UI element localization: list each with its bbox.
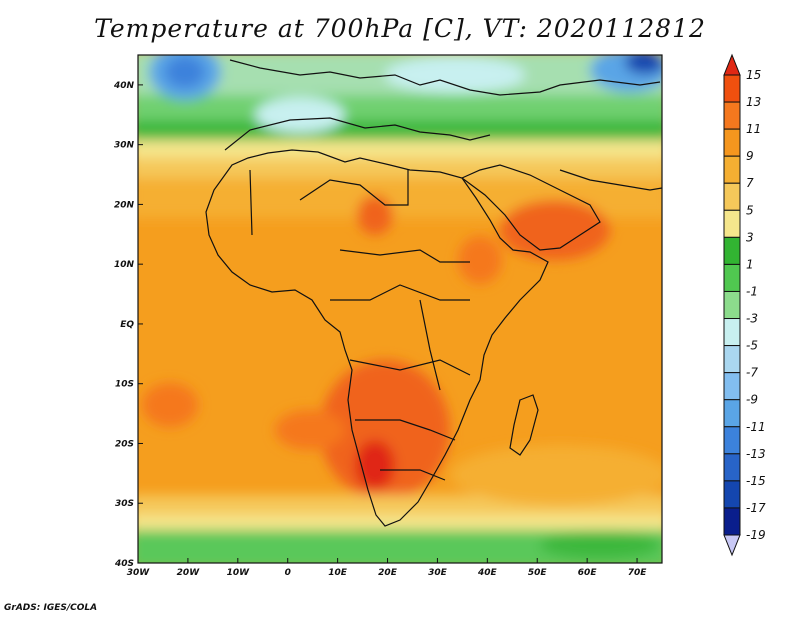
lon-tick-label: 20E xyxy=(378,568,398,578)
lon-tick-label: 20W xyxy=(177,568,201,578)
map-title: Temperature at 700hPa [C], VT: 202011281… xyxy=(94,14,706,43)
lon-tick-label: 40E xyxy=(477,568,498,578)
colorbar-label: -9 xyxy=(746,393,758,407)
colorbar-swatch xyxy=(723,101,741,130)
colorbar-swatch xyxy=(723,345,741,374)
colorbar-legend: 15 13 11 9 7 5 3 1 -1 -3 -5 -7 -9 -11 -13 -15 -17 -19 xyxy=(723,53,766,557)
map-frame: 30W 20W 10W 0 10E 20E 30E 40E 50E 60E 70E 40N 30N 20… xyxy=(113,54,663,578)
colorbar-label: -5 xyxy=(746,339,758,353)
lon-tick-label: 30W xyxy=(127,568,151,578)
colorbar-label: -13 xyxy=(746,447,766,461)
lat-tick-label: 20S xyxy=(115,439,134,449)
colorbar-label: 9 xyxy=(746,149,754,163)
coastlines xyxy=(205,59,662,527)
colorbar-label: -3 xyxy=(746,312,758,326)
colorbar-swatch xyxy=(723,453,741,482)
colorbar-swatch xyxy=(723,372,741,401)
colorbar-swatch xyxy=(723,426,741,455)
colorbar-label: 13 xyxy=(746,95,761,109)
colorbar-swatch xyxy=(723,128,741,157)
lat-tick-label: 30N xyxy=(114,141,135,151)
colorbar-label: -19 xyxy=(746,528,766,542)
footer-credit: GrADS: IGES/COLA xyxy=(4,603,98,613)
colorbar-label: 1 xyxy=(746,257,754,271)
lon-tick-label: 50E xyxy=(528,568,548,578)
colorbar-label: 11 xyxy=(746,122,761,136)
colorbar-swatch xyxy=(723,74,741,103)
colorbar-swatch xyxy=(723,155,741,184)
colorbar-label: -1 xyxy=(746,284,758,298)
lat-tick-label: EQ xyxy=(120,320,134,330)
lon-tick-label: 0 xyxy=(285,568,291,578)
lat-tick-label: 30S xyxy=(115,499,134,509)
colorbar-swatch xyxy=(723,480,741,509)
latitude-ticks: 40N 30N 20N 10N EQ 10S 20S 30S 40S xyxy=(113,81,143,569)
colorbar-label: -17 xyxy=(746,501,766,515)
colorbar-swatch xyxy=(723,182,741,211)
colorbar-label: 7 xyxy=(746,176,754,190)
lat-tick-label: 40S xyxy=(114,559,134,569)
lat-tick-label: 10S xyxy=(115,380,134,390)
colorbar-label: -11 xyxy=(746,420,766,434)
colorbar-swatch xyxy=(723,236,741,265)
colorbar-swatch xyxy=(723,399,741,428)
colorbar-swatch xyxy=(723,209,741,238)
colorbar-label: 5 xyxy=(746,203,754,217)
colorbar-swatch xyxy=(723,507,741,536)
lon-tick-label: 10E xyxy=(328,568,348,578)
colorbar-swatch xyxy=(723,263,741,292)
lon-tick-label: 70E xyxy=(628,568,648,578)
lat-tick-label: 10N xyxy=(114,260,135,270)
colorbar-top-arrow xyxy=(723,53,741,76)
lon-tick-label: 60E xyxy=(578,568,598,578)
colorbar-bottom-arrow xyxy=(723,534,741,557)
colorbar-label: 15 xyxy=(746,68,761,82)
colorbar-label: -7 xyxy=(746,366,758,380)
longitude-ticks: 30W 20W 10W 0 10E 20E 30E 40E 50E 60E 70E xyxy=(127,558,647,578)
temperature-field xyxy=(138,55,662,563)
lon-tick-label: 30E xyxy=(428,568,448,578)
lat-tick-label: 20N xyxy=(114,200,135,210)
colorbar-swatch xyxy=(723,318,741,347)
colorbar-label: -15 xyxy=(746,474,766,488)
lon-tick-label: 10W xyxy=(227,568,251,578)
colorbar-label: 3 xyxy=(746,230,754,244)
colorbar-swatch xyxy=(723,290,741,320)
lat-tick-label: 40N xyxy=(113,81,135,91)
